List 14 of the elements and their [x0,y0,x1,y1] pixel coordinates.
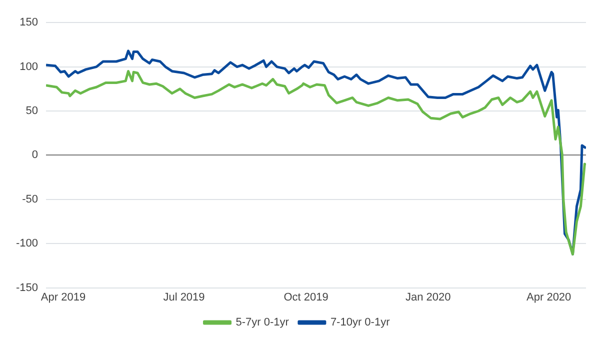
y-tick-label: -150 [16,282,38,294]
x-tick-label: Apr 2020 [526,291,572,304]
x-tick-label: Apr 2019 [40,291,86,304]
y-tick-label: -100 [16,238,38,250]
legend-label: 5-7yr 0-1yr [236,316,290,329]
y-tick-label: 100 [20,60,38,73]
legend-label: 7-10yr 0-1yr [330,316,390,329]
x-tick-label: Jan 2020 [405,291,451,304]
y-tick-label: 150 [20,16,38,29]
y-tick-label: 50 [26,105,38,118]
x-tick-label: Jul 2019 [163,291,205,304]
y-tick-label: 0 [32,149,38,162]
y-tick-label: -50 [22,193,38,206]
x-tick-label: Oct 2019 [284,291,328,304]
